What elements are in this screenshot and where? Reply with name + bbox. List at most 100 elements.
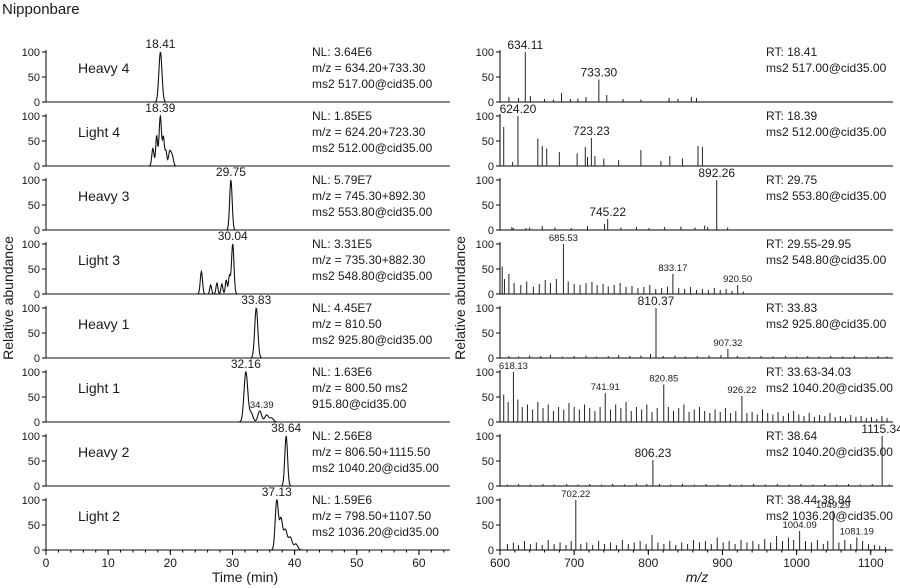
spectrum-y-tick-label: 50: [482, 392, 494, 404]
scan-info-line: NL: 4.45E7: [312, 301, 372, 315]
peak-mz-label: 618.13: [499, 361, 528, 372]
chromatogram-panel: 100 50 0 Light 3 30.04 NL: 3.31E5 m/z = 735.30…: [22, 229, 450, 301]
spectrum-y-tick-label: 100: [476, 495, 494, 507]
spectrum-info-line: ms2 553.80@cid35.00: [766, 189, 887, 203]
panel-name: Heavy 4: [78, 60, 130, 76]
peak-mz-label: 820.85: [649, 374, 678, 385]
chromatogram-y-tick-label: 100: [22, 239, 40, 251]
scan-info-line: ms2 925.80@cid35.00: [312, 333, 433, 347]
x-tick-label: 800: [638, 556, 658, 570]
chromatogram-y-tick-label: 100: [22, 111, 40, 123]
panel-name: Heavy 3: [78, 188, 130, 204]
peak-mz-label: 892.26: [698, 166, 735, 180]
right-x-axis: 600 700 800 900 1000 1100: [490, 550, 887, 570]
right-x-axis-title: m/z: [686, 569, 709, 585]
peak-mz-label: 926.22: [727, 385, 756, 396]
peak-mz-label: 810.37: [638, 294, 675, 308]
peak-mz-label: 723.23: [573, 124, 610, 138]
spectrum-panel: 100 50 0 810.37 907.32 RT: 33.83 ms2 925.80@ci…: [476, 294, 893, 365]
peak-mz-label: 1081.19: [840, 527, 874, 538]
chromatogram-y-tick-label: 0: [34, 289, 40, 301]
spectrum-y-tick-label: 50: [482, 264, 494, 276]
x-tick-label: 40: [288, 556, 302, 570]
peak-label-secondary: 34.39: [250, 400, 274, 411]
chromatogram-panel: 100 50 0 Heavy 1 33.83 NL: 4.45E7 m/z = 810.50…: [22, 293, 450, 365]
chromatogram-panel: 100 50 0 Light 4 18.39 NL: 1.85E5 m/z = 624.20…: [22, 101, 450, 173]
chromatogram-y-tick-label: 0: [34, 97, 40, 109]
spectrum-y-tick-label: 0: [488, 481, 494, 493]
x-tick-label: 20: [164, 556, 178, 570]
spectrum-panel: 100 50 0 806.23 1115.34 RT: 38.64 ms2 1040.20@…: [476, 422, 900, 493]
scan-info-line: 915.80@cid35.00: [312, 397, 407, 411]
x-tick-label: 60: [412, 556, 426, 570]
spectrum-info-line: ms2 1040.20@cid35.00: [766, 445, 893, 459]
left-x-axis: 0 10 20 30 40 50 60: [43, 550, 445, 570]
chromatogram-trace: [46, 499, 450, 551]
left-chromatogram-panels: 100 50 0 Heavy 4 18.41 NL: 3.64E6 m/z = 634.20…: [22, 37, 450, 557]
x-tick-label: 10: [101, 556, 115, 570]
spectrum-info-line: ms2 517.00@cid35.00: [766, 61, 887, 75]
left-x-axis-title: Time (min): [212, 569, 278, 585]
chromatogram-y-tick-label: 50: [28, 136, 40, 148]
spectrum-info-line: RT: 38.64: [766, 429, 817, 443]
panel-name: Light 2: [78, 508, 120, 524]
chromatogram-y-tick-label: 50: [28, 200, 40, 212]
spectrum-y-tick-label: 0: [488, 225, 494, 237]
spectrum-y-tick-label: 50: [482, 456, 494, 468]
scan-info-line: m/z = 624.20+723.30: [312, 125, 426, 139]
panel-name: Light 3: [78, 252, 120, 268]
chromatogram-y-tick-label: 0: [34, 161, 40, 173]
chromatogram-y-tick-label: 0: [34, 545, 40, 557]
spectrum-info-line: ms2 548.80@cid35.00: [766, 253, 887, 267]
spectrum-y-tick-label: 0: [488, 97, 494, 109]
scan-info-line: NL: 1.59E6: [312, 493, 372, 507]
x-tick-label: 700: [564, 556, 584, 570]
panel-name: Light 4: [78, 124, 120, 140]
spectrum-panel: 100 50 0 618.13 741.91 820.85 926.22 RT: 33.63-…: [476, 361, 894, 429]
spectrum-y-tick-label: 50: [482, 328, 494, 340]
scan-info-line: m/z = 810.50: [312, 317, 382, 331]
spectrum-panel: 100 50 0 624.20 723.23 RT: 18.39 ms2 512.00@ci…: [476, 102, 893, 173]
chromatogram-trace: [46, 114, 450, 167]
panel-name: Heavy 1: [78, 316, 130, 332]
chromatogram-trace: [46, 435, 450, 487]
peak-mz-label: 685.53: [549, 233, 578, 244]
scan-info-line: NL: 5.79E7: [312, 173, 372, 187]
peak-mz-label: 1115.34: [861, 422, 900, 436]
spectrum-y-tick-label: 100: [476, 303, 494, 315]
chromatogram-y-tick-label: 50: [28, 72, 40, 84]
peak-mz-label: 920.50: [723, 274, 752, 285]
spectrum-info-line: RT: 29.75: [766, 173, 817, 187]
chromatogram-y-tick-label: 0: [34, 481, 40, 493]
chromatogram-y-tick-label: 0: [34, 225, 40, 237]
spectrum-y-tick-label: 0: [488, 545, 494, 557]
x-tick-label: 0: [43, 556, 50, 570]
scan-info-line: NL: 1.85E5: [312, 109, 372, 123]
spectrum-info-line: RT: 29.55-29.95: [766, 237, 851, 251]
spectrum-y-tick-label: 0: [488, 417, 494, 429]
scan-info-line: ms2 1036.20@cid35.00: [312, 525, 439, 539]
spectrum-y-tick-label: 0: [488, 353, 494, 365]
chromatogram-y-tick-label: 0: [34, 353, 40, 365]
scan-info-line: ms2 548.80@cid35.00: [312, 269, 433, 283]
x-tick-label: 900: [712, 556, 732, 570]
chromatogram-panel: 100 50 0 Light 1 32.16 34.39 NL: 1.63E6 m/z = 8…: [22, 357, 450, 429]
peak-label: 32.16: [231, 357, 261, 371]
peak-label: 33.83: [241, 293, 271, 307]
spectrum-y-tick-label: 100: [476, 47, 494, 59]
chromatogram-y-tick-label: 0: [34, 417, 40, 429]
peak-mz-label: 745.22: [589, 205, 626, 219]
scan-info-line: m/z = 735.30+882.30: [312, 253, 426, 267]
right-y-axis-title: Relative abundance: [452, 236, 468, 360]
spectrum-y-tick-label: 100: [476, 175, 494, 187]
spectrum-y-tick-label: 100: [476, 431, 494, 443]
scan-info-line: NL: 1.63E6: [312, 365, 372, 379]
peak-mz-label: 741.91: [591, 382, 620, 393]
scan-info-line: ms2 553.80@cid35.00: [312, 205, 433, 219]
x-tick-label: 50: [350, 556, 364, 570]
panel-name: Heavy 2: [78, 444, 130, 460]
scan-info-line: m/z = 634.20+733.30: [312, 61, 426, 75]
chromatogram-trace: [46, 307, 450, 359]
chromatogram-y-tick-label: 50: [28, 392, 40, 404]
